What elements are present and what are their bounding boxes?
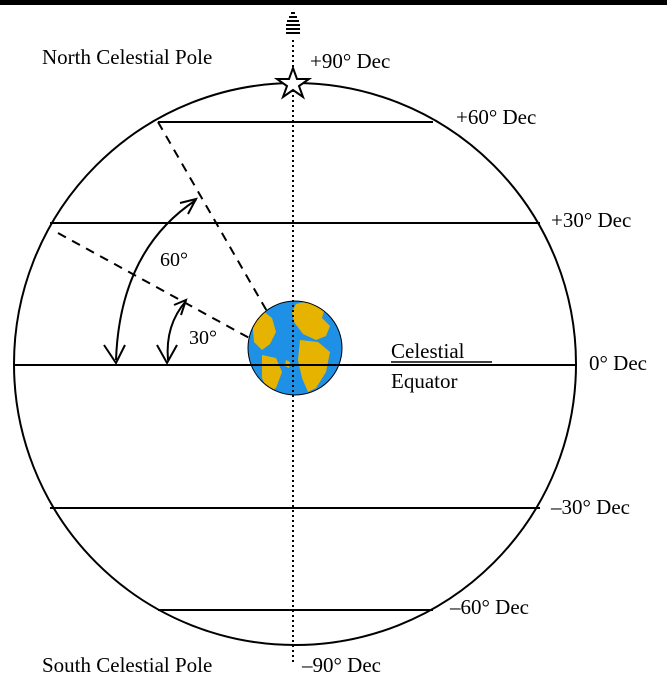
dashed-line-60 <box>157 121 269 314</box>
dec-label-minus60: –60° Dec <box>449 595 529 619</box>
north-pole-label: North Celestial Pole <box>42 45 212 69</box>
arc-30 <box>166 300 187 361</box>
arc-60 <box>115 199 197 361</box>
dec-label-minus30: –30° Dec <box>550 495 630 519</box>
arc-30-arrow-bottom <box>156 344 178 366</box>
angle-label-60: 60° <box>160 249 188 271</box>
angle-label-30: 30° <box>189 327 217 349</box>
earth-icon <box>247 300 343 396</box>
arc-30-arrow-top <box>173 298 188 316</box>
axis-arrow-icon <box>286 12 300 34</box>
south-pole-label: South Celestial Pole <box>42 653 212 677</box>
arc-60-arrow-top <box>179 197 198 215</box>
dec-label-plus90: +90° Dec <box>310 49 390 73</box>
dashed-line-30 <box>57 232 263 346</box>
dec-label-plus60: +60° Dec <box>456 105 536 129</box>
equator-label: Equator <box>391 369 457 393</box>
top-border <box>0 0 667 5</box>
dec-label-zero: 0° Dec <box>589 351 647 375</box>
dec-label-minus90: –90° Dec <box>301 653 381 677</box>
north-star-icon <box>273 65 313 100</box>
arc-60-arrow-bottom <box>103 344 126 365</box>
celestial-label: Celestial <box>391 339 465 363</box>
dec-label-plus30: +30° Dec <box>551 208 631 232</box>
